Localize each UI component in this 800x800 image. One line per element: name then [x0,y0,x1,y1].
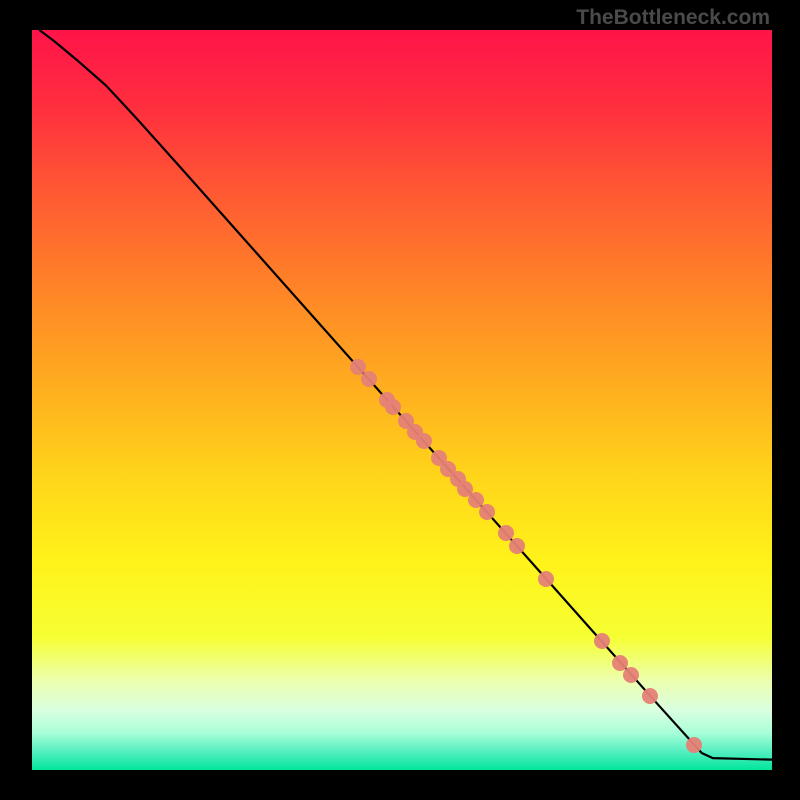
data-point [686,737,702,753]
data-point [416,433,432,449]
data-point [538,571,554,587]
data-point [509,538,525,554]
chart-canvas: TheBottleneck.com [0,0,800,800]
data-point [479,504,495,520]
data-point [642,688,658,704]
data-point [385,399,401,415]
data-point [623,667,639,683]
curve-layer [32,30,772,770]
data-point [594,633,610,649]
bottleneck-curve [39,30,772,760]
plot-area [32,30,772,770]
data-point [361,371,377,387]
watermark-text: TheBottleneck.com [576,6,770,30]
